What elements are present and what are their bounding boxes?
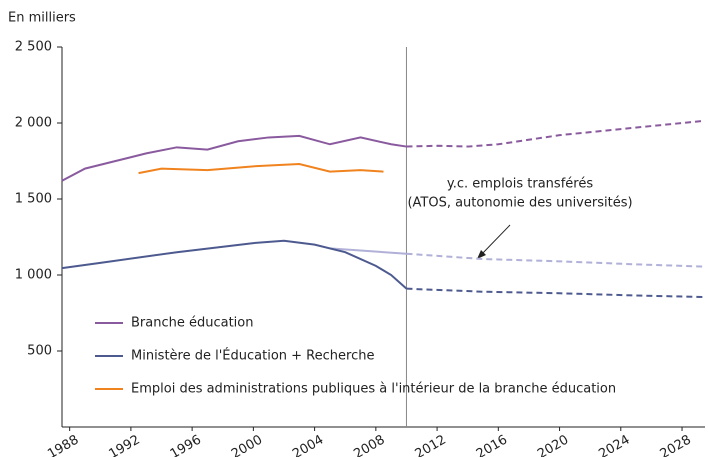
y-tick-label: 2 500 [15, 40, 52, 55]
annotation-text: (ATOS, autonomie des universités) [407, 196, 632, 211]
series-line [138, 163, 384, 175]
annotation-line [329, 247, 407, 255]
series-line [406, 287, 706, 299]
legend-label: Ministère de l'Éducation + Recherche [131, 348, 374, 364]
x-tick-label: 1992 [106, 433, 142, 457]
y-axis-label: En milliers [8, 11, 76, 26]
annotation-arrowhead [477, 250, 486, 259]
y-tick-label: 1 000 [15, 268, 52, 283]
x-tick-label: 1996 [168, 433, 204, 457]
legend-label: Emploi des administrations publiques à l… [131, 382, 616, 397]
x-tick-label: 2024 [596, 433, 632, 457]
x-tick-label: 2004 [290, 433, 326, 457]
series-line [61, 134, 407, 182]
legend-label: Branche éducation [131, 316, 254, 331]
series-line [406, 119, 706, 148]
x-tick-label: 1988 [45, 433, 81, 457]
y-tick-label: 1 500 [15, 192, 52, 207]
y-tick-label: 2 000 [15, 116, 52, 131]
x-tick-label: 2012 [413, 433, 449, 457]
annotation-text: y.c. emplois transférés [447, 177, 593, 192]
x-tick-label: 2020 [535, 433, 571, 457]
series-line [61, 239, 408, 290]
annotation-arrow [479, 224, 511, 257]
annotation-line [406, 252, 706, 268]
y-tick-label: 500 [27, 344, 52, 359]
x-tick-label: 2000 [229, 433, 265, 457]
x-tick-label: 2028 [658, 433, 694, 457]
x-tick-label: 2016 [474, 433, 510, 457]
x-tick-label: 2008 [351, 433, 387, 457]
